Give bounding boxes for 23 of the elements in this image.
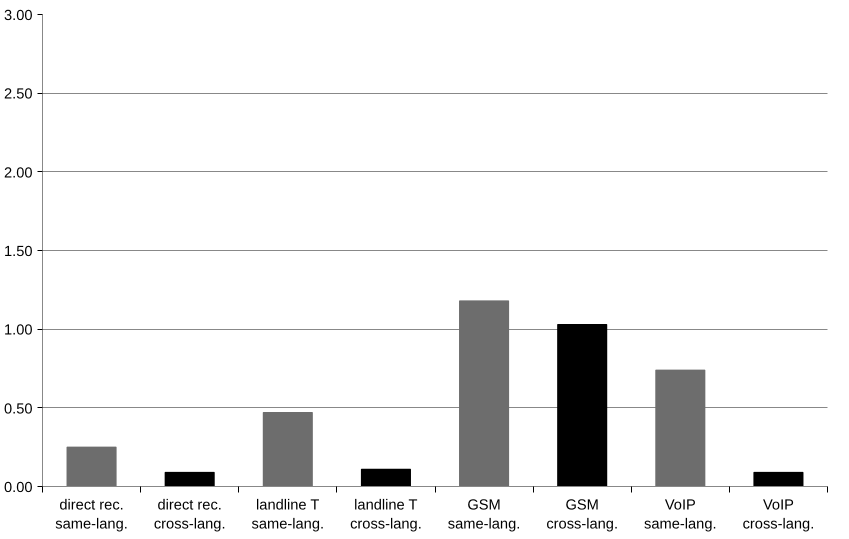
y-tick-label: 2.00 (4, 165, 33, 182)
x-tick-label: GSM cross-lang. (546, 498, 618, 533)
bar (753, 472, 804, 486)
y-tick-label: 1.00 (4, 322, 33, 339)
bar (262, 412, 313, 486)
bar (557, 324, 608, 486)
y-tick-label: 2.50 (4, 86, 33, 103)
bar (360, 468, 411, 486)
x-tick-label: landline T cross-lang. (350, 498, 422, 533)
bar (655, 370, 706, 486)
x-tick-label: direct rec. cross-lang. (154, 498, 226, 533)
x-tick-label: VoIP same-lang. (644, 498, 717, 533)
y-tick-label: 1.50 (4, 244, 33, 260)
y-tick-label: 3.00 (4, 8, 33, 24)
x-tick-label: GSM same-lang. (448, 498, 520, 533)
y-tick-label: 0.50 (4, 401, 33, 418)
x-tick-label: VoIP cross-lang. (742, 498, 814, 533)
x-tick-label: direct rec. same-lang. (55, 498, 128, 533)
bar (66, 446, 117, 486)
y-tick-label: 0.00 (4, 480, 33, 496)
x-tick-label: landline T same-lang. (252, 498, 324, 533)
bar (164, 472, 215, 486)
bar (459, 300, 510, 486)
